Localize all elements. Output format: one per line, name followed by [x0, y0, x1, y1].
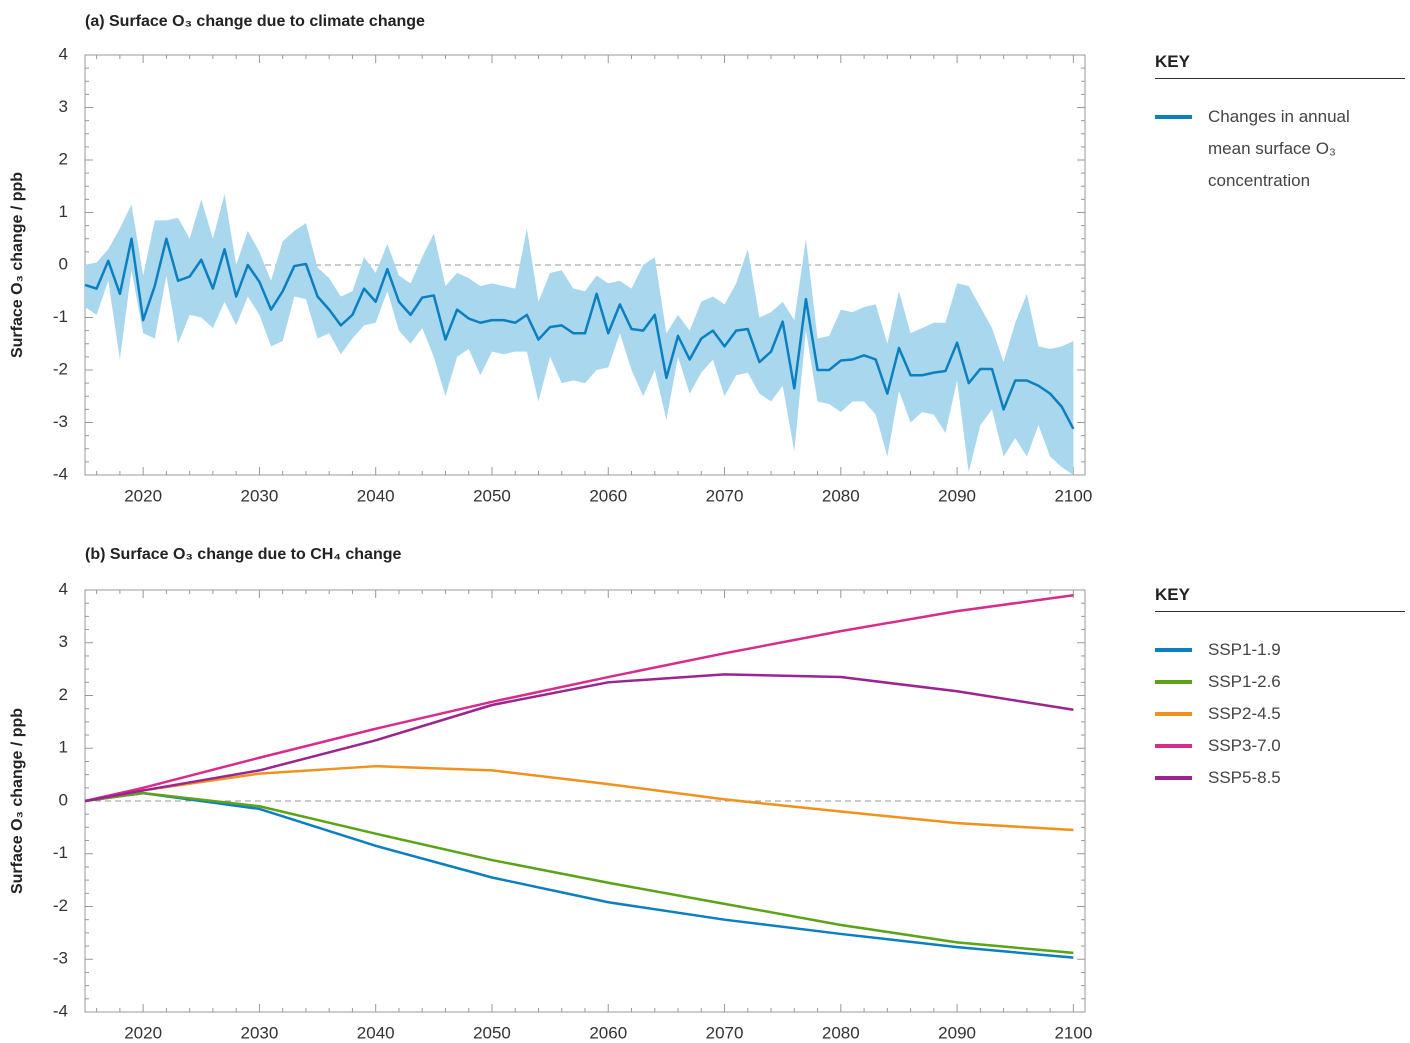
y-tick-label: -4: [53, 464, 68, 483]
legend-label: Changes in annual mean surface O₃ concen…: [1208, 107, 1350, 190]
legend-title: KEY: [1155, 585, 1405, 612]
x-tick-label: 2100: [1054, 486, 1092, 505]
series-line: [84, 764, 1074, 832]
x-tick-label: 2040: [357, 486, 395, 505]
y-axis-label: Surface O₃ change / ppb: [9, 172, 26, 358]
y-tick-label: 0: [59, 790, 68, 809]
legend-item: SSP5-8.5: [1155, 762, 1405, 794]
y-tick-label: 2: [59, 685, 68, 704]
series-line: [84, 673, 1074, 803]
y-tick-label: 1: [59, 202, 68, 221]
uncertainty-band: [85, 194, 1074, 475]
x-tick-label: 2060: [589, 1023, 627, 1042]
legend-item: SSP3-7.0: [1155, 730, 1405, 762]
legend: KEY Changes in annual mean surface O₃ con…: [1155, 52, 1405, 197]
legend: KEY SSP1-1.9 SSP1-2.6 SSP2-4.5 SSP3-7.0 SSP5-…: [1155, 585, 1405, 794]
x-tick-label: 2050: [473, 486, 511, 505]
legend-label: SSP1-2.6: [1208, 672, 1281, 691]
x-tick-label: 2080: [822, 1023, 860, 1042]
y-tick-label: -1: [53, 843, 68, 862]
legend-title: KEY: [1155, 52, 1405, 79]
legend-item: Changes in annual mean surface O₃ concen…: [1155, 101, 1405, 197]
series-line: [84, 237, 1075, 430]
series-line: [84, 791, 1074, 959]
y-tick-label: -2: [53, 359, 68, 378]
x-tick-label: 2030: [241, 486, 279, 505]
x-tick-label: 2090: [938, 1023, 976, 1042]
x-tick-label: 2030: [241, 1023, 279, 1042]
y-tick-label: 1: [59, 738, 68, 757]
legend-item: SSP2-4.5: [1155, 698, 1405, 730]
y-tick-label: 3: [59, 97, 68, 116]
legend-label: SSP5-8.5: [1208, 768, 1281, 787]
y-tick-label: -3: [53, 949, 68, 968]
y-tick-label: -4: [53, 1001, 68, 1020]
x-tick-label: 2090: [938, 486, 976, 505]
x-tick-label: 2040: [357, 1023, 395, 1042]
x-tick-label: 2070: [706, 1023, 744, 1042]
y-tick-label: 4: [59, 579, 68, 598]
legend-label: SSP1-1.9: [1208, 640, 1281, 659]
series-line: [84, 594, 1074, 803]
y-tick-label: 0: [59, 254, 68, 273]
x-tick-label: 2080: [822, 486, 860, 505]
x-tick-label: 2070: [706, 486, 744, 505]
legend-swatch: [1155, 115, 1192, 119]
legend-item: SSP1-1.9: [1155, 634, 1405, 666]
y-tick-label: 4: [59, 44, 68, 63]
x-tick-label: 2020: [124, 486, 162, 505]
legend-swatch: [1155, 712, 1192, 716]
legend-item: SSP1-2.6: [1155, 666, 1405, 698]
x-tick-label: 2020: [124, 1023, 162, 1042]
series-line: [84, 791, 1074, 955]
legend-swatch: [1155, 776, 1192, 780]
y-tick-label: -3: [53, 412, 68, 431]
legend-swatch: [1155, 680, 1192, 684]
x-tick-label: 2060: [589, 486, 627, 505]
legend-label: SSP2-4.5: [1208, 704, 1281, 723]
y-tick-label: 2: [59, 149, 68, 168]
x-tick-label: 2100: [1054, 1023, 1092, 1042]
legend-swatch: [1155, 744, 1192, 748]
y-tick-label: -1: [53, 307, 68, 326]
legend-swatch: [1155, 648, 1192, 652]
panel-title: (a) Surface O₃ change due to climate cha…: [85, 13, 425, 30]
y-axis-label: Surface O₃ change / ppb: [9, 708, 26, 894]
panel-title: (b) Surface O₃ change due to CH₄ change: [85, 546, 402, 563]
x-tick-label: 2050: [473, 1023, 511, 1042]
y-tick-label: 3: [59, 632, 68, 651]
legend-label: SSP3-7.0: [1208, 736, 1281, 755]
y-tick-label: -2: [53, 896, 68, 915]
